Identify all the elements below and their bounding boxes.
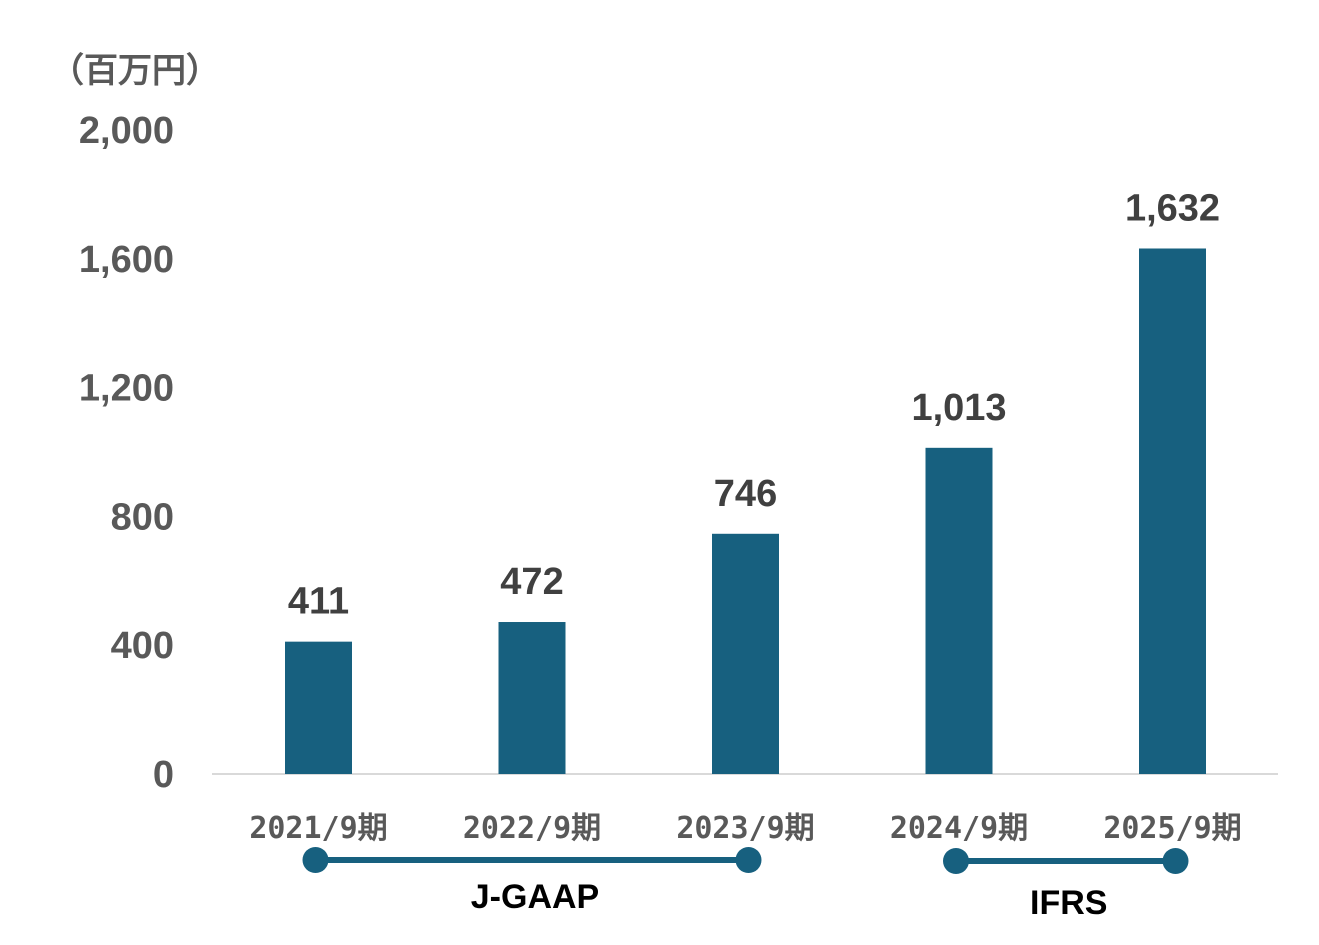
group-start-dot xyxy=(943,848,969,874)
data-label: 472 xyxy=(500,561,563,603)
data-label: 1,632 xyxy=(1125,187,1220,229)
y-tick-label: 800 xyxy=(111,496,174,538)
x-tick-label: 2022/9期 xyxy=(463,811,601,846)
group-label: IFRS xyxy=(1030,884,1107,922)
bar xyxy=(1139,248,1206,775)
data-label: 1,013 xyxy=(911,387,1006,429)
x-tick-label: 2023/9期 xyxy=(676,811,814,846)
group-bracket: J-GAAP xyxy=(302,847,762,916)
y-tick-label: 400 xyxy=(111,625,174,667)
bars xyxy=(285,248,1206,775)
data-labels: 411 472 746 1,013 1,632 xyxy=(288,187,1220,622)
data-label: 411 xyxy=(288,581,349,623)
group-end-dot xyxy=(735,847,762,873)
unit-label: （百万円） xyxy=(50,51,220,91)
y-axis: 0 400 800 1,200 1,600 2,000 xyxy=(79,110,174,796)
y-tick-label: 1,600 xyxy=(79,239,174,281)
x-axis: 2021/9期 2022/9期 2023/9期 2024/9期 2025/9期 xyxy=(249,811,1241,846)
bar xyxy=(498,622,566,774)
group-start-dot xyxy=(302,847,329,873)
bar xyxy=(712,533,779,774)
x-tick-label: 2024/9期 xyxy=(890,811,1028,846)
accounting-standard-groups: J-GAAP IFRS xyxy=(302,847,1189,922)
y-tick-label: 1,200 xyxy=(79,368,174,410)
x-tick-label: 2021/9期 xyxy=(249,811,387,846)
group-bracket: IFRS xyxy=(943,848,1189,922)
bar xyxy=(925,447,993,774)
group-end-dot xyxy=(1162,848,1189,874)
group-label: J-GAAP xyxy=(471,878,599,916)
bar xyxy=(285,641,352,774)
data-label: 746 xyxy=(714,473,777,515)
x-tick-label: 2025/9期 xyxy=(1103,811,1241,846)
y-tick-label: 2,000 xyxy=(79,110,174,152)
y-tick-label: 0 xyxy=(153,754,174,796)
